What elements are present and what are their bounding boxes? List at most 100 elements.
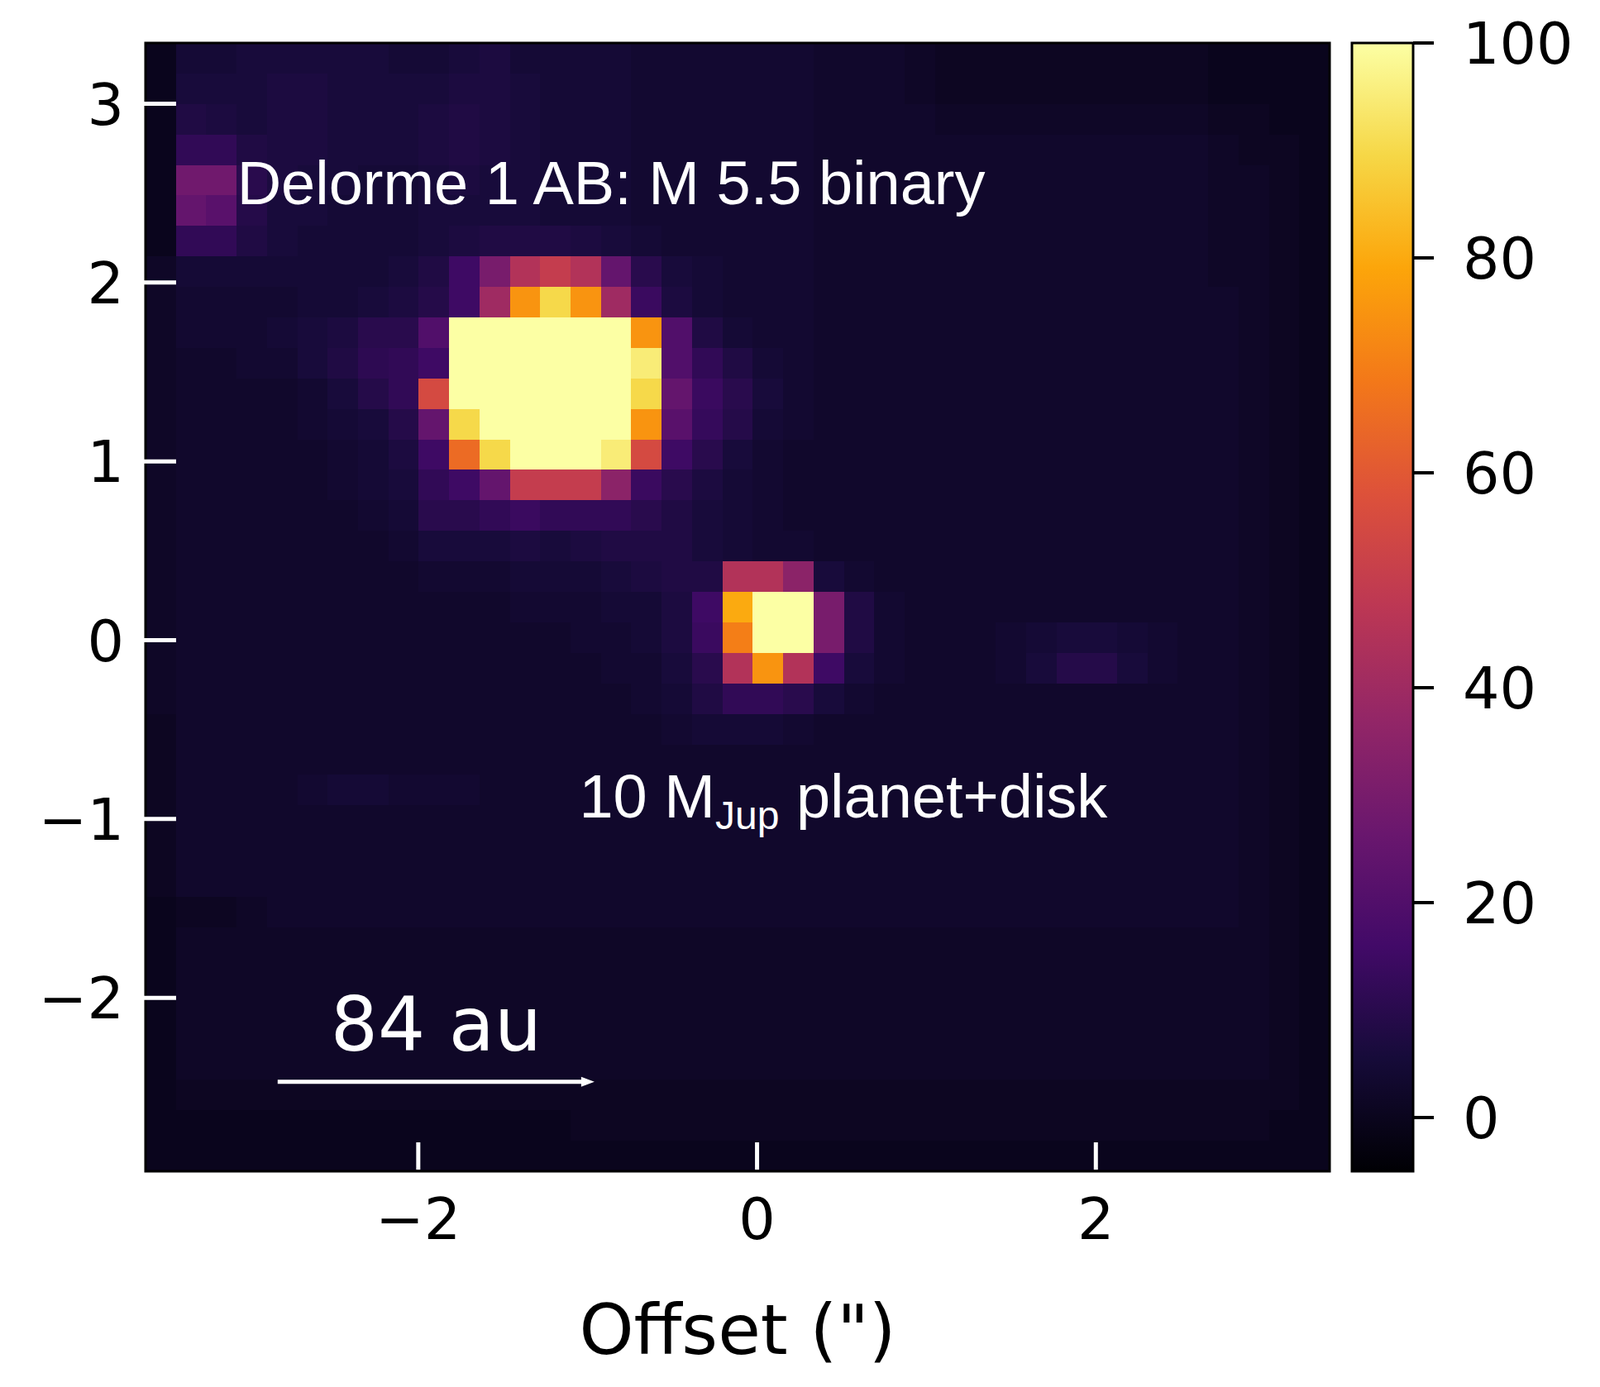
- cell: [388, 378, 420, 410]
- cell: [539, 378, 571, 410]
- cell: [418, 348, 449, 379]
- cell: [1026, 104, 1057, 135]
- cell: [752, 1019, 784, 1051]
- cell: [327, 805, 359, 836]
- cell: [1117, 1019, 1148, 1051]
- cell: [570, 256, 602, 287]
- cell: [601, 73, 632, 105]
- cell: [752, 561, 784, 593]
- cell: [661, 1019, 693, 1051]
- cell: [388, 561, 420, 593]
- cell: [813, 561, 845, 593]
- cell: [874, 1141, 905, 1172]
- cell: [661, 500, 693, 531]
- cell: [1086, 592, 1118, 623]
- cell: [1177, 225, 1209, 257]
- cell: [358, 683, 389, 715]
- cell: [995, 897, 1027, 928]
- cell: [1056, 409, 1088, 440]
- cell: [1056, 592, 1088, 623]
- cell: [327, 348, 359, 379]
- cell: [236, 805, 268, 836]
- cell: [995, 622, 1027, 654]
- cell: [904, 500, 936, 531]
- cell: [1026, 530, 1057, 562]
- cell: [570, 225, 602, 257]
- cell: [630, 286, 662, 318]
- cell: [1269, 439, 1300, 471]
- cell: [1269, 805, 1300, 836]
- cell: [1056, 927, 1088, 959]
- cell: [935, 927, 966, 959]
- cell: [358, 500, 389, 531]
- cell: [1238, 42, 1270, 74]
- cell: [752, 286, 784, 318]
- cell: [388, 409, 420, 440]
- cell: [692, 500, 723, 531]
- cell: [935, 469, 966, 501]
- cell: [297, 653, 329, 684]
- cell: [661, 561, 693, 593]
- cell: [601, 348, 632, 379]
- cell: [783, 927, 814, 959]
- colorbar-tick-label: 80: [1462, 224, 1537, 293]
- cell: [904, 1141, 936, 1172]
- cell: [418, 835, 449, 867]
- cell: [1238, 714, 1270, 746]
- cell: [630, 104, 662, 135]
- cell: [327, 622, 359, 654]
- cell: [874, 683, 905, 715]
- cell: [874, 958, 905, 989]
- cell: [145, 683, 177, 715]
- cell: [904, 439, 936, 471]
- cell: [935, 1049, 966, 1080]
- cell: [844, 469, 875, 501]
- cell: [874, 866, 905, 898]
- cell: [1086, 286, 1118, 318]
- cell: [358, 805, 389, 836]
- cell: [176, 745, 207, 776]
- cell: [752, 1110, 784, 1142]
- cell: [844, 714, 875, 746]
- cell: [661, 104, 693, 135]
- annotation-subscript: Jup: [715, 793, 779, 838]
- cell: [661, 286, 693, 318]
- colorbar-tick: [1413, 686, 1434, 690]
- cell: [267, 988, 298, 1020]
- cell: [145, 958, 177, 989]
- cell: [1177, 561, 1209, 593]
- cell: [752, 317, 784, 349]
- cell: [1269, 561, 1300, 593]
- cell: [630, 1141, 662, 1172]
- cell: [510, 348, 541, 379]
- cell: [236, 225, 268, 257]
- cell: [752, 530, 784, 562]
- cell: [1177, 530, 1209, 562]
- cell: [1026, 561, 1057, 593]
- cell: [570, 958, 602, 989]
- cell: [1177, 958, 1209, 989]
- cell: [205, 104, 237, 135]
- cell: [964, 866, 996, 898]
- cell: [205, 286, 237, 318]
- cell: [267, 42, 298, 74]
- cell: [1086, 530, 1118, 562]
- cell: [448, 866, 480, 898]
- cell: [935, 1019, 966, 1051]
- cell: [327, 378, 359, 410]
- cell: [327, 530, 359, 562]
- cell: [1269, 1141, 1300, 1172]
- cell: [844, 835, 875, 867]
- cell: [510, 745, 541, 776]
- cell: [176, 1049, 207, 1080]
- cell: [388, 348, 420, 379]
- plot-background: [145, 42, 1330, 1172]
- cell: [1238, 439, 1270, 471]
- cell: [1086, 958, 1118, 989]
- cell: [1208, 653, 1239, 684]
- cell: [205, 225, 237, 257]
- cell: [236, 988, 268, 1020]
- cell: [874, 73, 905, 105]
- cell: [692, 988, 723, 1020]
- cell: [388, 745, 420, 776]
